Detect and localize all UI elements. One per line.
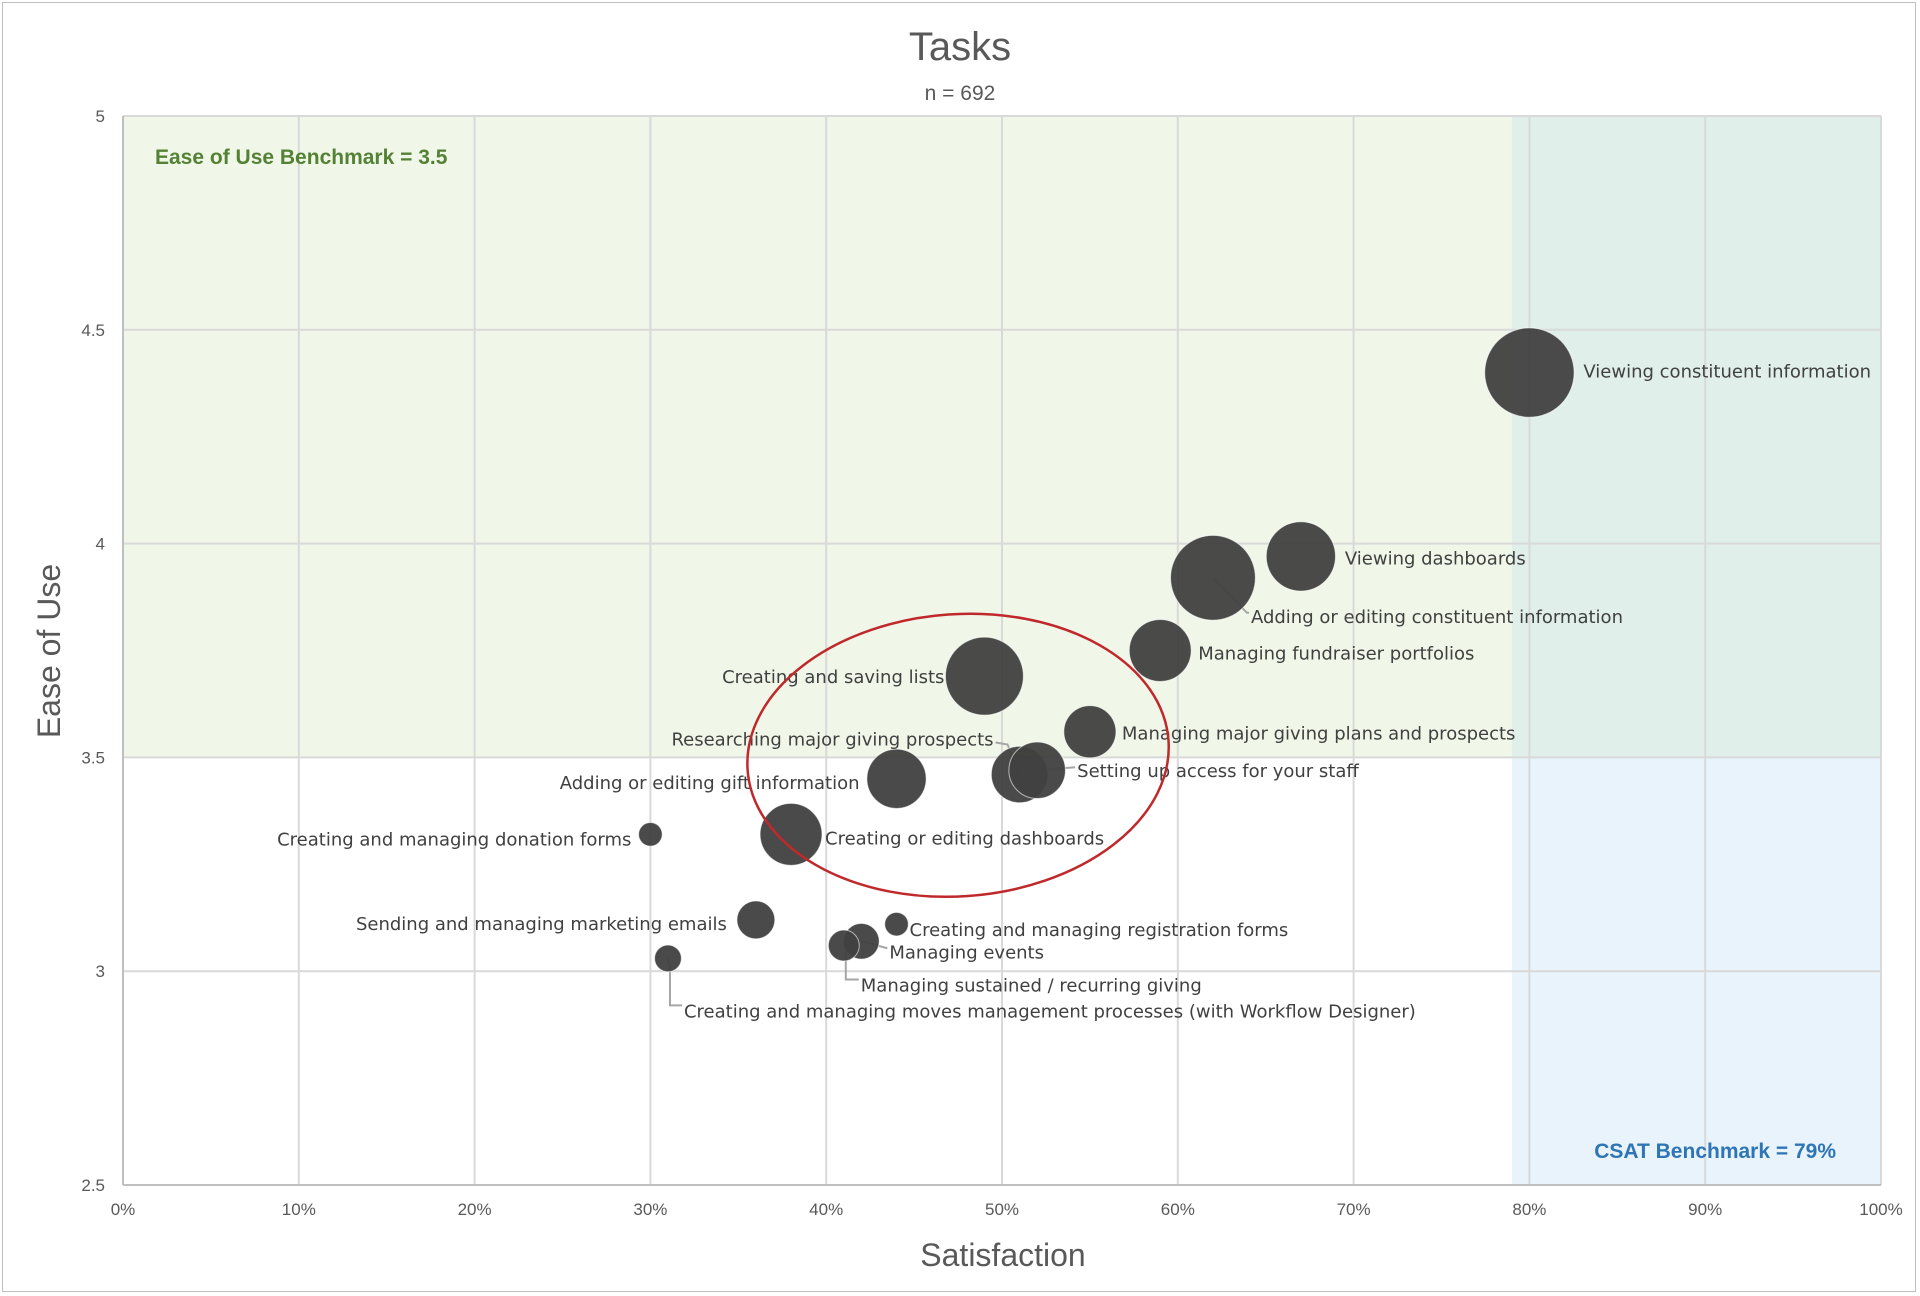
y-tick-label: 3.5: [81, 748, 105, 767]
bubble: [1484, 327, 1575, 418]
bubble: [1265, 521, 1337, 592]
y-axis-title: Ease of Use: [31, 564, 67, 738]
y-tick-label: 4: [96, 535, 105, 554]
point-label: Creating or editing dashboards: [825, 828, 1104, 849]
point-label: Researching major giving prospects: [671, 730, 993, 751]
bubble: [654, 944, 682, 973]
x-tick-label: 0%: [111, 1200, 136, 1219]
point-label: Managing events: [889, 942, 1044, 963]
bubble: [866, 748, 927, 809]
bubble: [1008, 741, 1066, 800]
ease-benchmark-band: [123, 116, 1512, 758]
x-tick-label: 100%: [1859, 1200, 1902, 1219]
bubble: [736, 900, 776, 940]
highlight-ellipse: [746, 612, 1170, 899]
x-tick-label: 50%: [985, 1200, 1019, 1219]
x-tick-label: 20%: [458, 1200, 492, 1219]
point-label: Creating and saving lists: [722, 667, 944, 688]
point-labels: Viewing constituent information Viewing d…: [277, 362, 1871, 1023]
bubble: [944, 636, 1024, 716]
point-label: Managing fundraiser portfolios: [1198, 644, 1474, 665]
point-label: Setting up access for your staff: [1077, 761, 1359, 782]
x-tick-label: 70%: [1337, 1200, 1371, 1219]
x-tick-label: 90%: [1688, 1200, 1722, 1219]
csat-benchmark-label: CSAT Benchmark = 79%: [1594, 1140, 1836, 1163]
point-label: Managing sustained / recurring giving: [861, 976, 1202, 997]
y-tick-label: 2.5: [81, 1176, 105, 1195]
bubble: [759, 802, 823, 866]
x-tick-label: 40%: [809, 1200, 843, 1219]
x-tick-label: 80%: [1512, 1200, 1546, 1219]
x-tick-label: 10%: [282, 1200, 316, 1219]
point-label: Viewing dashboards: [1345, 548, 1526, 569]
bubble: [1063, 705, 1117, 759]
x-tick-label: 30%: [633, 1200, 667, 1219]
point-label: Managing major giving plans and prospect…: [1122, 724, 1516, 745]
y-tick-label: 5: [96, 107, 105, 126]
bubble: [1128, 619, 1192, 682]
point-label: Viewing constituent information: [1583, 362, 1871, 383]
point-label: Adding or editing constituent informatio…: [1251, 607, 1623, 628]
axes: 0% 10% 20% 30% 40% 50% 60% 70% 80% 90% 100% 2.5 3 3.5…: [81, 107, 1902, 1219]
point-label: Creating and managing donation forms: [277, 829, 631, 850]
x-tick-label: 60%: [1161, 1200, 1195, 1219]
point-label: Creating and managing moves management p…: [684, 1001, 1416, 1022]
y-tick-label: 3: [96, 962, 105, 981]
x-axis-title: Satisfaction: [920, 1237, 1085, 1273]
benchmark-bands: [123, 116, 1881, 1185]
point-label: Sending and managing marketing emails: [356, 914, 727, 935]
ease-benchmark-label: Ease of Use Benchmark = 3.5: [155, 146, 448, 169]
bubble: [827, 929, 860, 962]
chart-subtitle: n = 692: [925, 82, 996, 105]
bubble: [638, 822, 663, 847]
y-tick-label: 4.5: [81, 321, 105, 340]
bubble: [1170, 534, 1256, 621]
overlap-benchmark-band: [1511, 116, 1881, 758]
highlight-overlay: [746, 612, 1170, 899]
bubbles: [638, 327, 1575, 973]
point-label: Creating and managing registration forms: [910, 920, 1289, 941]
bubble: [884, 911, 909, 937]
point-label: Adding or editing gift information: [560, 773, 860, 794]
chart-title: Tasks: [909, 25, 1011, 69]
